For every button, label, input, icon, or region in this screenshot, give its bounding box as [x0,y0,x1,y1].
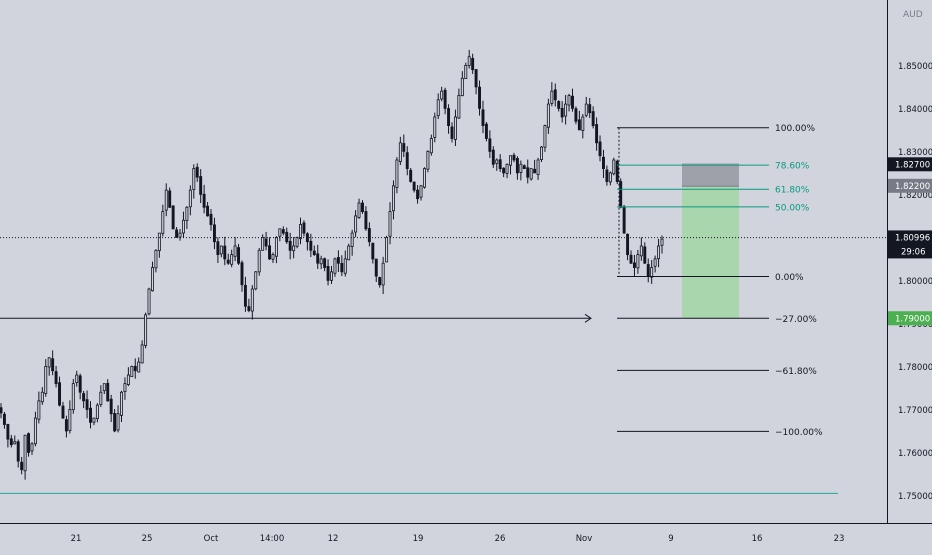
position-tool[interactable] [682,163,739,318]
x-tick-label: 23 [834,534,845,544]
candle [575,106,577,124]
x-tick-label: Oct [204,534,219,544]
svg-text:1.79000: 1.79000 [895,314,930,324]
price-tag: 1.82200 [888,179,932,193]
candle [258,248,260,276]
svg-text:1.80996: 1.80996 [895,233,930,243]
x-tick-label: 9 [668,534,673,544]
candle [255,271,257,290]
candle [131,366,133,377]
candle [348,244,350,261]
bar-countdown: 29:06 [901,247,926,257]
y-tick-label: 1.75000 [898,492,932,502]
fib-level-label: 0.00% [775,273,804,283]
candle [396,157,398,193]
x-tick-label: 19 [413,534,424,544]
stop-loss-zone[interactable] [682,163,739,186]
candle [148,288,150,316]
y-tick-label: 1.84000 [898,105,932,115]
candle [540,146,542,162]
x-tick-label: 14:00 [260,534,285,544]
y-tick-label: 1.85000 [898,62,932,72]
candle [410,168,412,183]
x-tick-label: Nov [576,534,593,544]
price-tag: 1.82700 [888,157,932,171]
price-tag: 1.79000 [888,311,932,325]
candle [465,63,467,79]
x-tick-label: 12 [328,534,339,544]
candle [616,160,618,184]
currency-label: AUD [903,10,923,20]
y-tick-label: 1.83000 [898,148,932,158]
candle [172,205,174,229]
x-tick-label: 16 [752,534,763,544]
take-profit-zone[interactable] [682,186,739,318]
fib-level-label: −100.00% [775,428,823,438]
y-tick-label: 1.77000 [898,406,932,416]
candle [296,237,298,249]
candle [169,188,171,209]
candle [623,205,625,234]
candle [620,178,622,208]
y-tick-label: 1.76000 [898,449,932,459]
x-tick-label: 26 [495,534,506,544]
candle [72,379,74,414]
x-tick-label: 25 [142,534,153,544]
candle [423,167,425,188]
svg-text:1.82700: 1.82700 [895,160,930,170]
svg-text:1.82200: 1.82200 [895,182,930,192]
x-tick-label: 21 [71,534,82,544]
candle [613,158,615,176]
fib-level-label: −27.00% [775,315,817,325]
y-tick-label: 1.80000 [898,277,932,287]
candle [427,150,429,172]
fib-level-label: 100.00% [775,124,815,134]
fib-level-label: 78.60% [775,162,810,172]
candle [386,236,388,262]
candle [145,313,147,349]
y-tick-label: 1.78000 [898,363,932,373]
fib-level-label: 50.00% [775,203,810,213]
candle [485,122,487,141]
fib-level-label: 61.80% [775,186,810,196]
price-tag: 1.80996 29:06 [888,230,932,258]
candle [530,168,532,180]
fib-level-label: −61.80% [775,367,817,377]
